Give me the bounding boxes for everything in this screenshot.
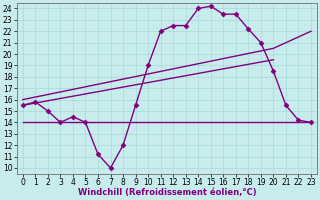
X-axis label: Windchill (Refroidissement éolien,°C): Windchill (Refroidissement éolien,°C) (77, 188, 256, 197)
